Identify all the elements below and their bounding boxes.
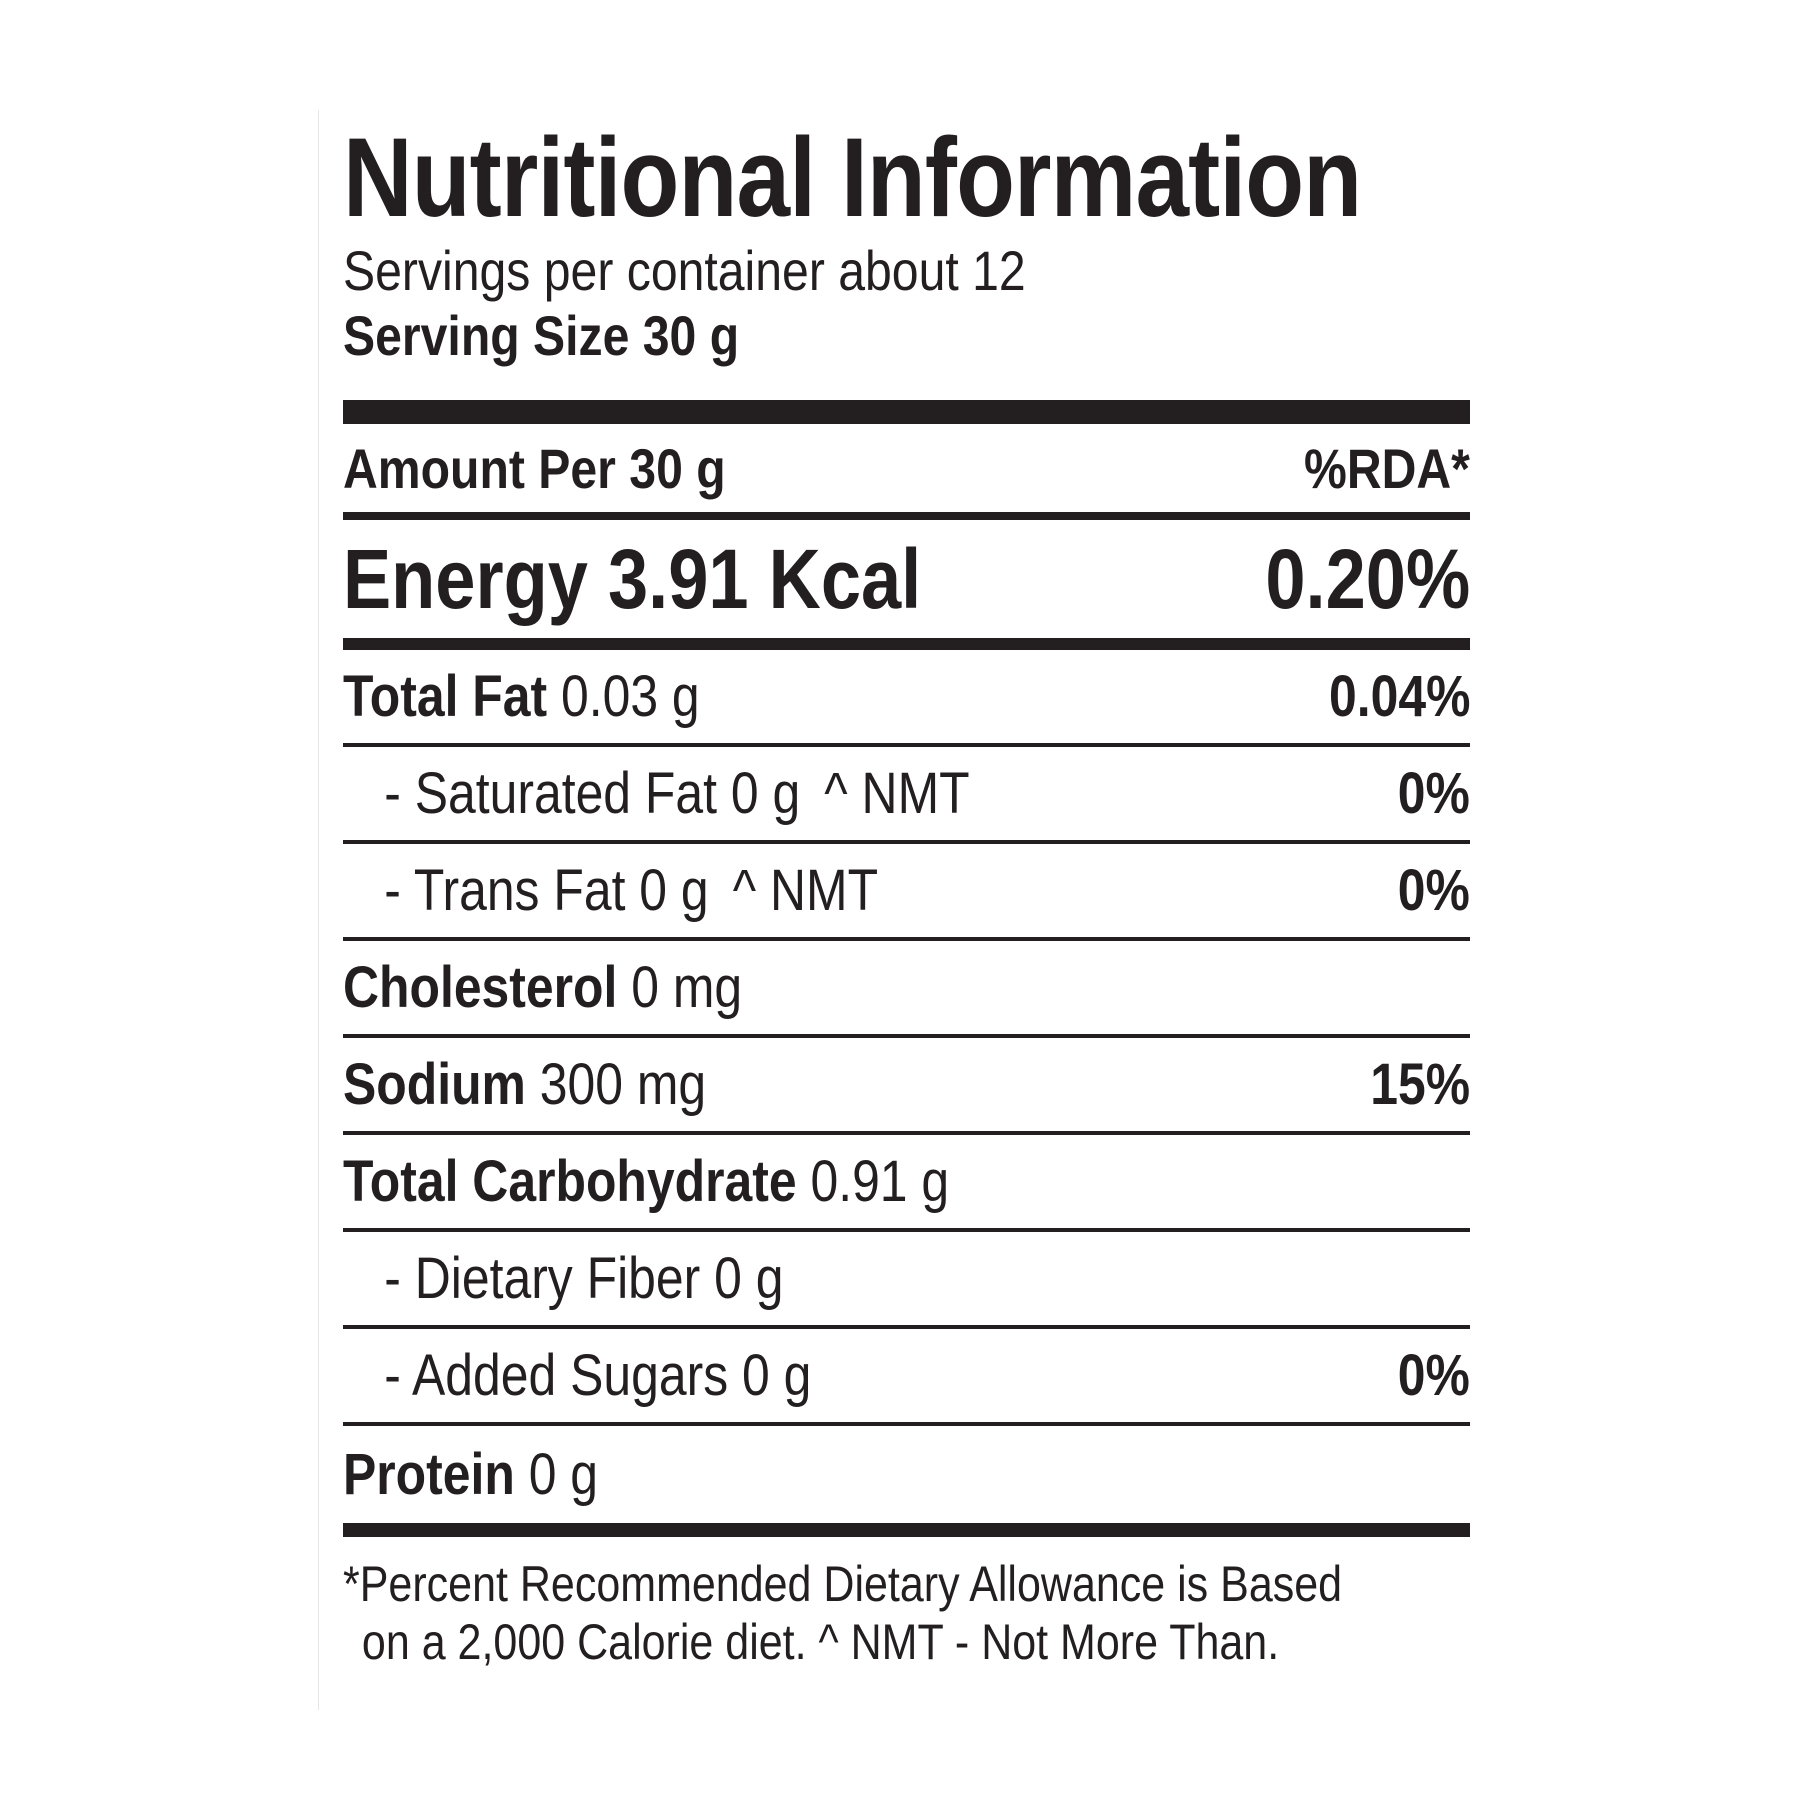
nutrient-amount: 0.91 g: [810, 1149, 950, 1214]
nutrient-rda: 0%: [1397, 858, 1470, 923]
nutrient-row-added-sugars: - Added Sugars 0 g 0%: [343, 1329, 1470, 1426]
nutrient-row-protein: Protein 0 g: [343, 1426, 1470, 1523]
nutrient-rda: 15%: [1370, 1052, 1470, 1117]
servings-per-container: Servings per container about 12: [343, 239, 1026, 302]
nutrient-row-total-fat: Total Fat 0.03 g 0.04%: [343, 650, 1470, 747]
nutrient-name: Total Fat: [343, 664, 548, 729]
nutrient-row-total-carbohydrate: Total Carbohydrate 0.91 g: [343, 1135, 1470, 1232]
nutrient-amount: 0 g: [714, 1246, 784, 1311]
left-edge-line: [318, 110, 319, 1710]
label-title: Nutritional Information: [343, 115, 1362, 240]
nmt-note: ^ NMT: [824, 761, 970, 826]
nutrient-rda: 0%: [1397, 761, 1470, 826]
nutrient-rda: 0%: [1397, 1343, 1470, 1408]
energy-row: Energy 3.91 Kcal 0.20%: [343, 520, 1470, 638]
nutrient-amount: 0 mg: [631, 955, 743, 1020]
nutrient-row-saturated-fat: - Saturated Fat 0 g ^ NMT 0%: [343, 747, 1470, 844]
footnote-line-2: on a 2,000 Calorie diet. ^ NMT - Not Mor…: [361, 1614, 1280, 1670]
nutrient-amount: 0 g: [639, 858, 709, 923]
nutrient-row-trans-fat: - Trans Fat 0 g ^ NMT 0%: [343, 844, 1470, 941]
top-thick-divider: [343, 400, 1470, 424]
nutrient-name: Cholesterol: [343, 955, 618, 1020]
footnote: *Percent Recommended Dietary Allowance i…: [343, 1555, 1342, 1671]
energy-divider: [343, 638, 1470, 650]
energy-rda: 0.20%: [1265, 531, 1470, 626]
nutrient-rda: 0.04%: [1328, 664, 1470, 729]
nutrient-amount: 0 g: [730, 761, 801, 826]
rda-header-label: %RDA*: [1304, 436, 1470, 500]
nutrient-amount: 0.03 g: [560, 664, 700, 729]
nutrient-name: - Added Sugars: [384, 1343, 729, 1408]
nutrition-label: Nutritional Information Servings per con…: [343, 118, 1470, 1671]
header-divider: [343, 512, 1470, 520]
nutrient-row-dietary-fiber: - Dietary Fiber 0 g: [343, 1232, 1470, 1329]
amount-header-row: Amount Per 30 g %RDA*: [343, 424, 1470, 512]
nutrient-row-sodium: Sodium 300 mg 15%: [343, 1038, 1470, 1135]
nutrient-name: - Dietary Fiber: [384, 1246, 701, 1311]
nutrient-amount: 0 g: [528, 1442, 599, 1507]
nutrient-amount: 0 g: [741, 1343, 812, 1408]
nutrient-amount: 300 mg: [539, 1052, 707, 1117]
bottom-thick-divider: [343, 1523, 1470, 1537]
nutrient-name: - Trans Fat: [384, 858, 626, 923]
energy-label: Energy 3.91 Kcal: [343, 531, 922, 626]
amount-per-label: Amount Per 30 g: [343, 436, 726, 500]
serving-size: Serving Size 30 g: [343, 304, 740, 367]
nutrient-name: Total Carbohydrate: [343, 1149, 797, 1214]
nutrient-name: Protein: [343, 1442, 515, 1507]
nmt-note: ^ NMT: [732, 858, 879, 923]
nutrient-name: - Saturated Fat: [384, 761, 717, 826]
nutrient-name: Sodium: [343, 1052, 526, 1117]
nutrient-row-cholesterol: Cholesterol 0 mg: [343, 941, 1470, 1038]
footnote-line-1: *Percent Recommended Dietary Allowance i…: [343, 1556, 1343, 1612]
